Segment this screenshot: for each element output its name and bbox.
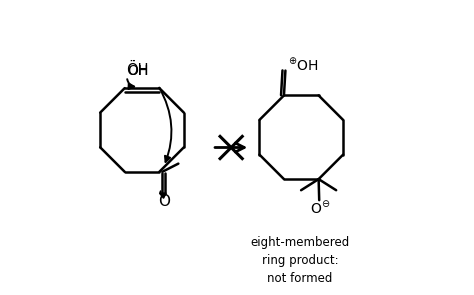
Text: $\mathregular{\dot{O}}$H: $\mathregular{\dot{O}}$H xyxy=(127,61,149,79)
Text: $^{\oplus}$OH: $^{\oplus}$OH xyxy=(288,56,319,73)
Text: eight-membered
ring product:
not formed: eight-membered ring product: not formed xyxy=(250,235,349,284)
Text: O: O xyxy=(158,194,170,209)
Text: O$^{\ominus}$: O$^{\ominus}$ xyxy=(310,199,330,216)
FancyArrowPatch shape xyxy=(160,191,165,198)
Text: ÖH: ÖH xyxy=(127,63,149,78)
FancyArrowPatch shape xyxy=(159,88,172,162)
FancyArrowPatch shape xyxy=(127,79,134,89)
